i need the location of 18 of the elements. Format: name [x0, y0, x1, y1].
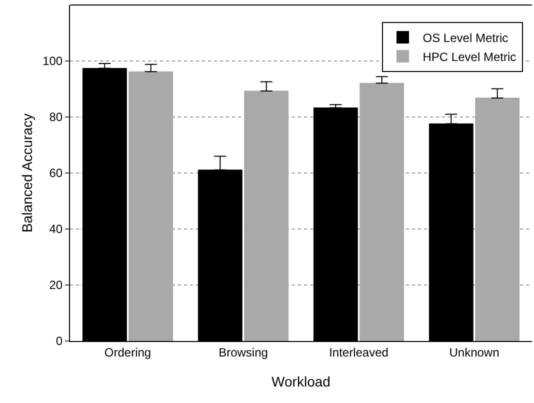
bar: [360, 82, 404, 341]
x-tick-label: Browsing: [218, 345, 268, 360]
y-tick-label: 40: [49, 222, 63, 236]
bar: [475, 98, 520, 341]
y-tick-label: 60: [49, 166, 63, 180]
y-axis-title: Balanced Accuracy: [19, 113, 35, 233]
x-tick-label: Unknown: [449, 345, 500, 360]
legend-label: HPC Level Metric: [422, 50, 516, 64]
y-tick-label: 100: [42, 54, 63, 68]
bar: [244, 90, 289, 341]
legend-label: OS Level Metric: [422, 30, 508, 45]
x-tick-label: Interleaved: [329, 345, 388, 360]
x-tick-label: Ordering: [104, 345, 152, 360]
x-axis-title: Workload: [272, 374, 330, 390]
bar: [128, 71, 174, 341]
y-tick-label: 0: [56, 334, 63, 348]
y-tick-label: 80: [49, 110, 63, 124]
y-tick-label: 20: [49, 278, 63, 292]
